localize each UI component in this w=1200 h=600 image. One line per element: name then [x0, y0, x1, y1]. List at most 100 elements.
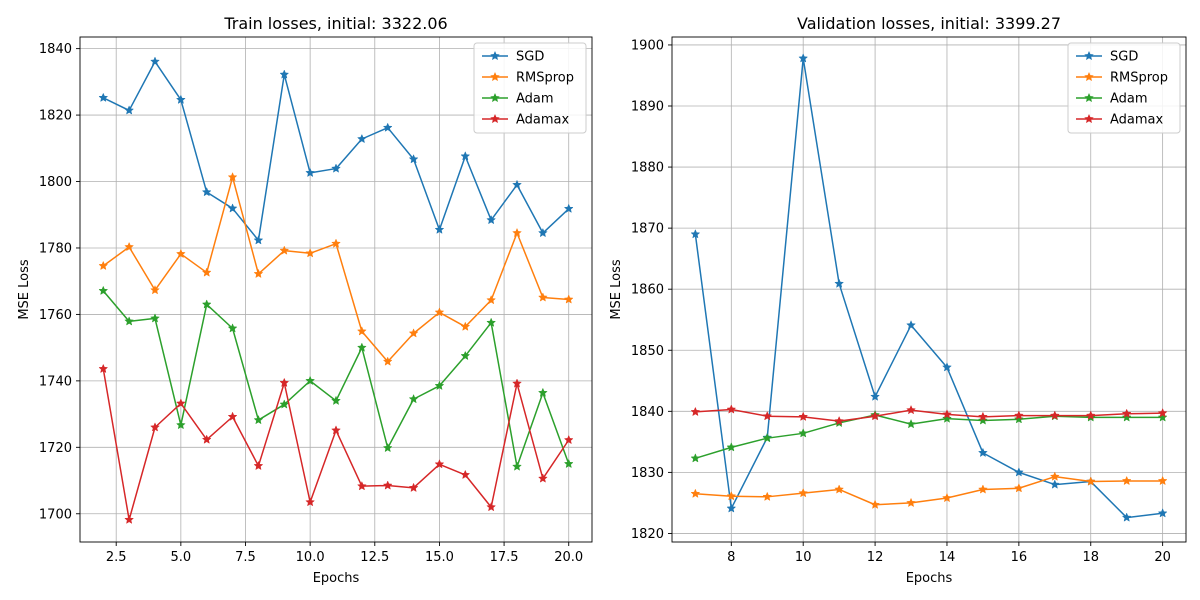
data-point	[279, 245, 290, 255]
data-point	[356, 326, 367, 336]
x-tick-label: 12.5	[360, 550, 389, 565]
data-point	[253, 268, 264, 279]
data-point	[408, 154, 419, 164]
data-point	[906, 418, 916, 429]
legend-label: RMSprop	[516, 71, 574, 86]
series-line-rmsprop	[695, 475, 1163, 506]
data-point	[1013, 467, 1024, 477]
data-point	[537, 473, 548, 483]
series-line-sgd	[694, 57, 1163, 519]
data-point	[1121, 408, 1132, 418]
data-point	[512, 227, 522, 238]
y-tick-label: 1780	[39, 241, 72, 256]
series-line-adam	[102, 290, 570, 468]
data-point	[253, 414, 264, 425]
y-tick-label: 1860	[631, 283, 664, 298]
y-axis-label: MSE Loss	[609, 259, 624, 320]
data-point	[201, 186, 212, 197]
data-point	[1157, 412, 1168, 422]
data-point	[460, 321, 471, 331]
data-point	[942, 492, 952, 503]
data-point	[762, 491, 773, 501]
data-point	[124, 316, 135, 326]
data-point	[762, 411, 773, 421]
y-tick-label: 1830	[631, 466, 664, 481]
data-point	[175, 94, 186, 104]
data-point	[1013, 414, 1024, 424]
data-point	[1157, 407, 1168, 418]
legend-marker	[1084, 92, 1094, 103]
data-point	[279, 399, 290, 409]
data-point	[978, 484, 988, 494]
x-axis-label: Epochs	[313, 571, 360, 586]
x-tick-label: 16	[1011, 550, 1028, 565]
y-tick-label: 1890	[631, 100, 664, 115]
legend-item-rmsprop: RMSprop	[482, 71, 574, 86]
data-point	[408, 482, 419, 493]
x-tick-label: 20	[1154, 550, 1171, 565]
data-point	[175, 398, 186, 408]
data-point	[690, 406, 701, 417]
data-point	[124, 241, 135, 252]
data-point	[1085, 410, 1096, 420]
chart-1: 2.5 5.0 7.5 10.0 12.5 15.0 17.5 20.0 1700 1720 174…	[17, 14, 593, 586]
data-point	[726, 491, 737, 501]
data-point	[305, 496, 316, 507]
data-point	[690, 453, 701, 463]
data-point	[227, 411, 238, 421]
series-rmsprop	[98, 172, 574, 366]
legend-item-adam: Adam	[1076, 92, 1148, 107]
data-point	[356, 481, 367, 491]
data-point	[331, 425, 341, 435]
axes-frame	[79, 36, 593, 543]
legend-item-rmsprop: RMSprop	[1076, 71, 1168, 86]
data-point	[227, 323, 238, 333]
legend-marker	[490, 92, 500, 103]
data-point	[253, 235, 264, 245]
data-point	[798, 411, 809, 421]
series-line-adam	[695, 414, 1163, 460]
data-point	[486, 294, 497, 305]
data-point	[382, 122, 393, 132]
legend-label: SGD	[516, 50, 544, 65]
data-point	[726, 442, 737, 452]
data-point	[978, 447, 988, 458]
legend-item-adamax: Adamax	[1076, 113, 1164, 128]
x-tick-label: 15.0	[425, 550, 454, 565]
data-point	[124, 514, 135, 524]
data-point	[512, 461, 522, 471]
data-point	[762, 433, 773, 443]
data-point	[537, 227, 548, 238]
data-point	[486, 317, 497, 327]
y-tick-label: 1700	[39, 507, 72, 522]
x-tick-label: 12	[867, 550, 884, 565]
series-adam	[98, 285, 574, 471]
data-point	[563, 458, 574, 469]
x-tick-label: 5.0	[171, 550, 192, 565]
data-point	[870, 499, 880, 509]
data-point	[150, 313, 160, 323]
data-point	[563, 203, 574, 213]
series-rmsprop	[690, 471, 1168, 509]
data-point	[175, 419, 186, 430]
data-point	[906, 320, 916, 330]
data-point	[690, 488, 701, 498]
y-tick-label: 1880	[631, 161, 664, 176]
y-tick-label: 1900	[631, 38, 664, 53]
legend-label: SGD	[1110, 50, 1138, 65]
series-line-rmsprop	[102, 176, 569, 363]
data-point	[1013, 483, 1024, 493]
x-axis-label: Epochs	[906, 571, 953, 586]
y-tick-label: 1820	[631, 527, 664, 542]
data-point	[834, 484, 845, 494]
series-adam	[690, 409, 1168, 463]
data-point	[98, 92, 109, 102]
data-point	[331, 163, 341, 173]
legend-marker	[490, 50, 500, 61]
series-sgd	[98, 56, 574, 245]
x-tick-label: 10	[795, 550, 812, 565]
data-point	[834, 415, 845, 426]
data-point	[279, 69, 290, 79]
data-point	[150, 422, 160, 432]
